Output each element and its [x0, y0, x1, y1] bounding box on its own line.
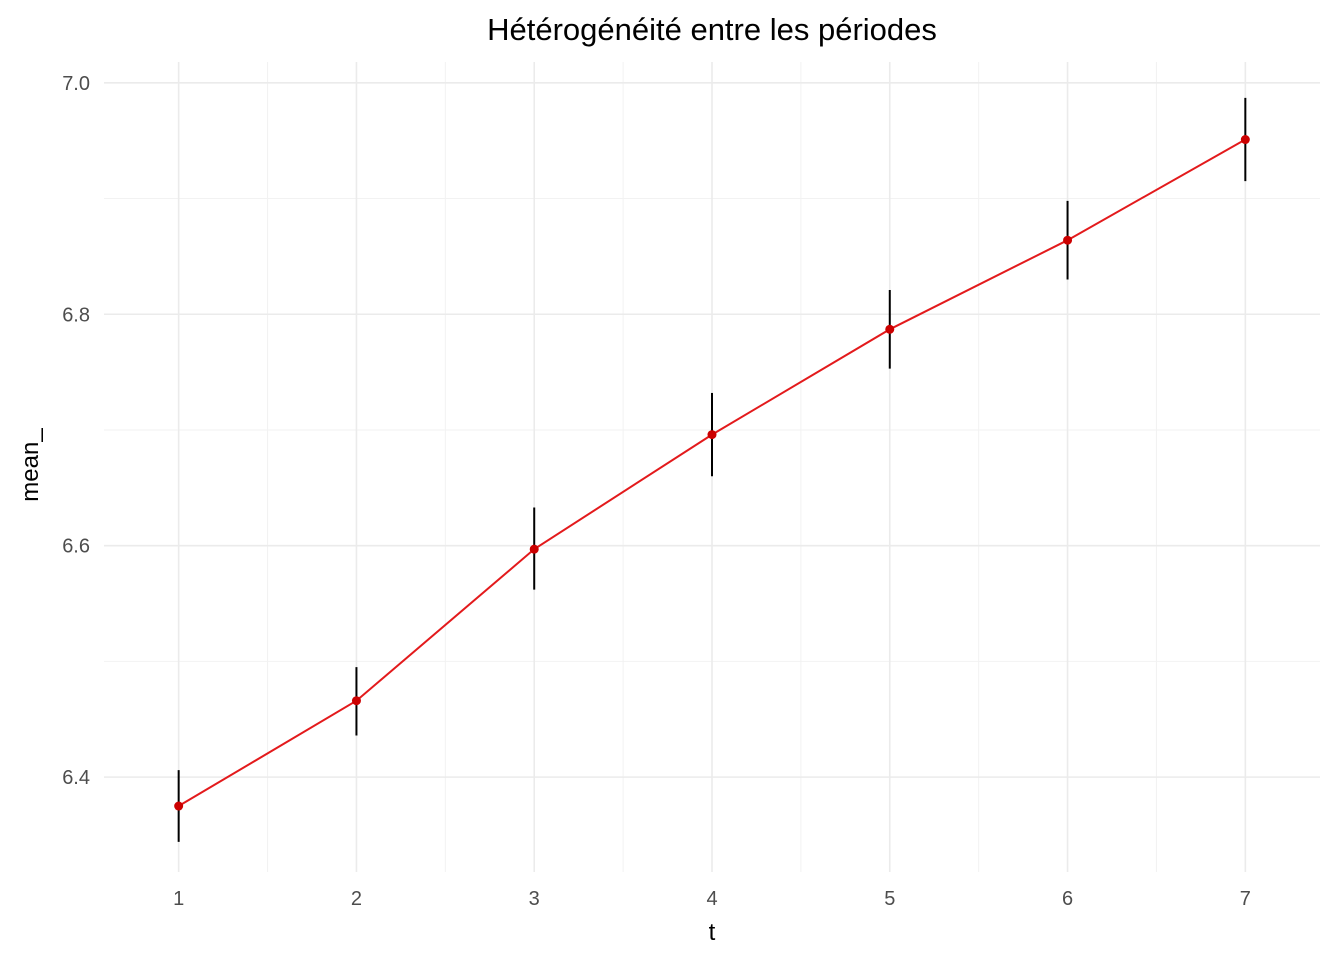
data-point: [1240, 135, 1250, 145]
x-axis-label: t: [709, 919, 716, 946]
x-tick-label: 3: [529, 888, 540, 910]
x-tick-label: 1: [173, 888, 184, 910]
data-point: [174, 801, 184, 811]
data-point: [885, 324, 895, 334]
chart-title: Hétérogénéité entre les périodes: [487, 12, 937, 47]
y-axis-label: mean_: [17, 428, 44, 502]
x-tick-label: 5: [884, 888, 895, 910]
y-tick-labels: 6.4 6.6 6.8 7.0: [62, 73, 90, 789]
series: [174, 97, 1250, 842]
data-point: [707, 430, 717, 440]
x-tick-labels: 1 2 3 4 5 6 7: [173, 888, 1251, 910]
y-tick-label: 7.0: [62, 73, 90, 95]
data-point: [351, 696, 361, 706]
y-tick-label: 6.4: [62, 767, 90, 789]
x-tick-label: 6: [1062, 888, 1073, 910]
data-point: [1063, 235, 1073, 245]
x-tick-label: 2: [351, 888, 362, 910]
x-tick-label: 4: [706, 888, 717, 910]
y-tick-label: 6.8: [62, 304, 90, 326]
x-tick-label: 7: [1240, 888, 1251, 910]
y-tick-label: 6.6: [62, 536, 90, 558]
data-point: [529, 544, 539, 554]
